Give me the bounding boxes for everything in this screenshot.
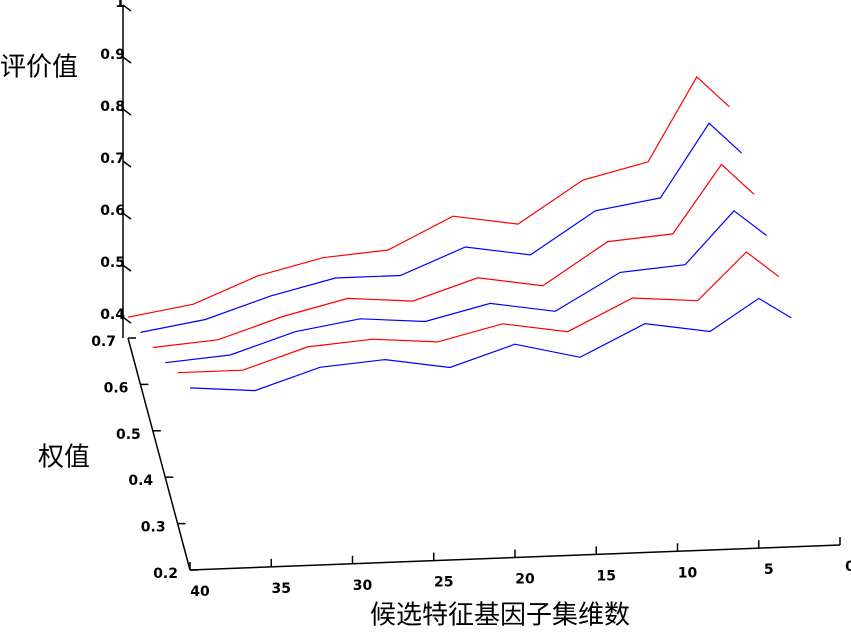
x-axis-label: 候选特征基因子集维数: [370, 601, 630, 631]
surface-line: [189, 297, 792, 392]
z-tick-label: 0.5: [100, 255, 125, 271]
y-tick-label: 0.4: [128, 473, 153, 489]
z-tick-label: 1: [115, 0, 125, 11]
surface-line: [177, 251, 780, 374]
z-tick: [122, 108, 132, 116]
y-tick-label: 0.6: [104, 380, 129, 396]
z-tick: [122, 212, 132, 220]
z-tick: [122, 264, 132, 272]
z-tick-label: 0.4: [100, 307, 125, 323]
x-tick-label: 10: [678, 565, 698, 581]
surface-line: [127, 75, 730, 318]
z-tick-label: 0.7: [100, 151, 125, 167]
z-tick-label: 0.9: [100, 47, 125, 63]
x-tick-label: 20: [515, 572, 535, 588]
z-tick: [122, 316, 132, 324]
x-tick-label: 30: [353, 578, 373, 594]
x-tick-label: 0: [845, 559, 851, 575]
surface-line: [152, 163, 755, 349]
z-tick: [122, 56, 132, 64]
x-tick-label: 40: [190, 584, 210, 600]
z-axis-label: 评价值: [0, 53, 78, 83]
surface-line: [165, 209, 767, 364]
x-tick-label: 25: [434, 575, 453, 591]
y-tick-label: 0.7: [91, 334, 116, 350]
x-tick-label: 35: [272, 581, 291, 597]
y-axis-label: 权值: [38, 443, 90, 473]
z-tick: [122, 4, 132, 12]
y-tick-label: 0.3: [141, 520, 166, 536]
y-axis: [127, 337, 191, 571]
x-tick-label: 5: [764, 562, 774, 578]
y-tick-label: 0.5: [116, 427, 141, 443]
z-tick-label: 0.8: [100, 99, 125, 115]
y-tick-label: 0.2: [153, 566, 178, 582]
z-tick-label: 0.6: [100, 203, 125, 219]
surface-line: [140, 122, 743, 333]
x-tick-label: 15: [597, 568, 616, 584]
z-tick: [122, 160, 132, 168]
